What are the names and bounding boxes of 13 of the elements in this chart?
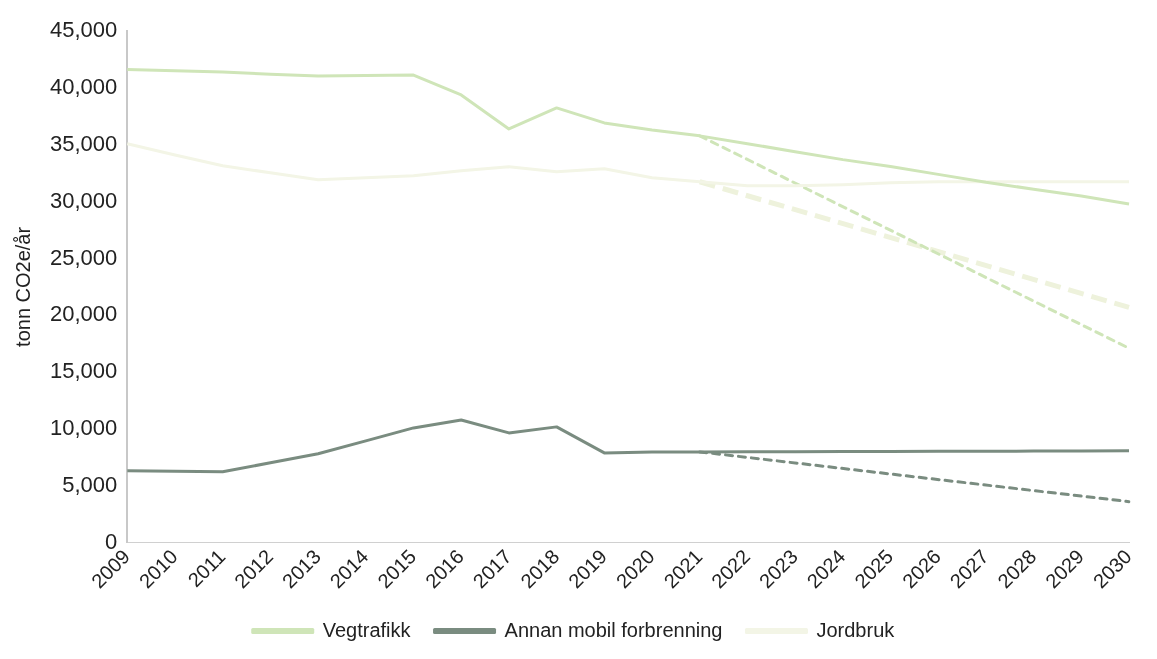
y-tick-label: 35,000 xyxy=(49,130,118,156)
legend-label: Annan mobil forbrenning xyxy=(504,618,723,641)
y-tick-label: 25,000 xyxy=(49,244,118,270)
legend-label: Jordbruk xyxy=(816,618,896,641)
y-tick-label: 15,000 xyxy=(49,358,118,384)
y-tick-label: 45,000 xyxy=(49,17,118,43)
y-tick-label: 30,000 xyxy=(49,187,118,213)
legend-label: Vegtrafikk xyxy=(322,618,412,641)
y-tick-label: 5,000 xyxy=(62,471,118,497)
y-tick-label: 20,000 xyxy=(49,301,118,327)
y-axis-title: tonn CO2e/år xyxy=(11,226,34,347)
y-tick-label: 10,000 xyxy=(49,414,118,440)
y-tick-label: 40,000 xyxy=(49,74,118,100)
